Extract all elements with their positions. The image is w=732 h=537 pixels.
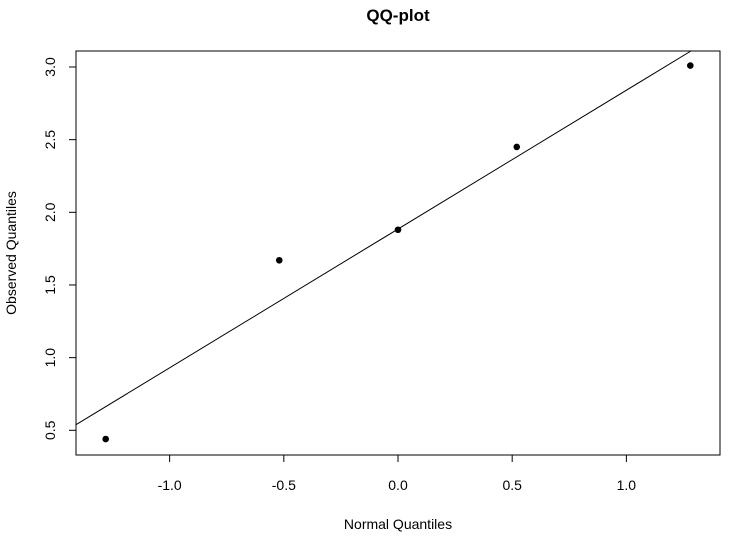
reference-line-group	[75, 50, 692, 426]
x-axis-label: Normal Quantiles	[344, 516, 452, 532]
data-points	[102, 62, 694, 443]
x-tick-label: -0.5	[272, 477, 296, 493]
y-axis: 0.5 1.0 1.5 2.0 2.5 3.0	[42, 57, 76, 440]
x-tick-label: 0.0	[388, 477, 408, 493]
y-tick-label: 1.0	[42, 348, 58, 368]
y-tick-label: 2.5	[42, 130, 58, 150]
y-axis-label: Observed Quantiles	[3, 191, 19, 315]
data-point	[102, 435, 109, 443]
data-point	[687, 62, 694, 69]
data-point	[513, 143, 521, 151]
x-axis: -1.0 -0.5 0.0 0.5 1.0	[158, 455, 637, 493]
x-tick-label: 0.5	[502, 477, 522, 493]
y-tick-label: 2.0	[42, 202, 58, 222]
x-tick-label: -1.0	[158, 477, 182, 493]
plot-frame	[75, 50, 721, 456]
data-point	[275, 256, 283, 264]
reference-line	[75, 50, 692, 426]
x-tick-label: 1.0	[617, 477, 637, 493]
chart-title: QQ-plot	[366, 6, 430, 25]
y-tick-label: 1.5	[42, 275, 58, 295]
y-tick-label: 0.5	[42, 420, 58, 440]
data-point	[394, 226, 402, 234]
y-tick-label: 3.0	[42, 57, 58, 77]
